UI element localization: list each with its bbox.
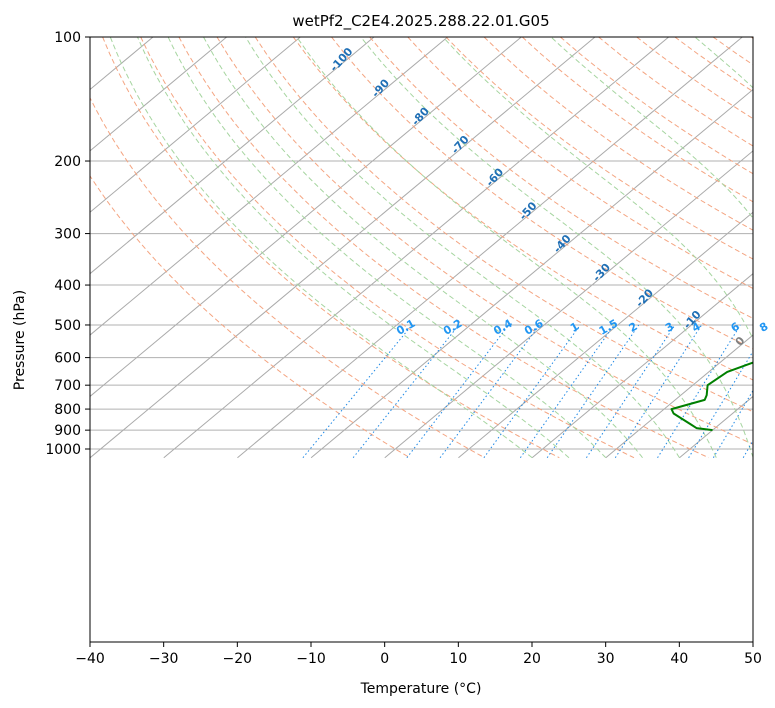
mixing-ratio-line [546,324,640,459]
dry-adiabat-line [90,96,485,459]
y-tick-label: 200 [54,154,81,170]
x-axis-label: Temperature (°C) [360,681,482,697]
isotherm-line [384,150,753,459]
moist-adiabat-line [109,37,533,459]
y-tick-label: 1000 [45,442,81,458]
mixing-ratio-line [586,324,676,459]
dry-adiabat-line [90,175,411,459]
y-tick-label: 900 [54,423,81,439]
dry-adiabat-line [407,37,753,290]
y-axis-ticks: 100 200 300 400 500 600 700 800 900 1000 [45,30,90,458]
plot-frame [89,36,754,643]
mixing-ratio-line [352,324,460,459]
mixing-ratio-line [483,324,581,459]
moist-adiabat-line [167,37,607,459]
moist-adiabat-line [360,37,753,458]
isotherm-line [237,37,743,459]
moist-adiabat-line [442,37,753,340]
x-tick-label: −30 [149,651,179,667]
isotherm-line [90,37,448,336]
isotherm-line [310,88,753,459]
isotherm-line [90,37,596,459]
mixing-ratio-line [519,324,615,459]
isotherm-line [90,37,522,398]
y-tick-label: 300 [54,227,81,243]
dewpoint-profile-line [670,361,753,432]
background-lines [90,37,753,459]
dry-adiabat-line [102,37,560,459]
moist-adiabat-line [245,37,680,458]
dry-adiabat-line [140,37,635,459]
x-tick-label: −40 [75,651,105,667]
isotherm-line [458,211,753,459]
isotherm-line [531,273,753,459]
y-tick-label: 600 [54,351,81,367]
x-tick-label: −10 [296,651,326,667]
x-tick-label: 40 [670,651,688,667]
y-tick-label: 700 [54,378,81,394]
mixing-ratio-line [302,324,413,459]
dry-adiabat-line [483,37,753,231]
isotherm-line [163,37,669,459]
dry-adiabat-line [216,37,753,445]
y-tick-label: 800 [54,402,81,418]
x-tick-label: 10 [449,651,467,667]
dry-adiabat-line [178,37,709,459]
moist-adiabat-line [137,37,570,459]
y-tick-label: 100 [54,30,81,46]
x-tick-label: −20 [223,651,253,667]
profile-lines [670,361,753,432]
isotherm-line [90,37,301,213]
y-tick-label: 400 [54,278,81,294]
dry-adiabat-line [331,37,753,350]
chart-title: wetPf2_C2E4.2025.288.22.01.G05 [292,12,549,31]
dry-adiabat-line [292,37,753,381]
x-axis-ticks: −40 −30 −20 −10 0 10 20 30 40 50 [75,642,762,667]
x-tick-label: 30 [597,651,615,667]
x-tick-label: 0 [380,651,389,667]
y-tick-label: 500 [54,318,81,334]
isotherm-line [605,334,753,459]
moist-adiabat-line [203,37,643,459]
x-tick-label: 50 [744,651,762,667]
isotherm-line [90,37,375,275]
isotherm-line [90,37,227,152]
dry-adiabat-line [369,37,753,319]
y-axis-label: Pressure (hPa) [12,290,28,390]
dry-adiabat-line [254,37,753,413]
x-tick-label: 20 [523,651,541,667]
dry-adiabat-line [445,37,753,260]
